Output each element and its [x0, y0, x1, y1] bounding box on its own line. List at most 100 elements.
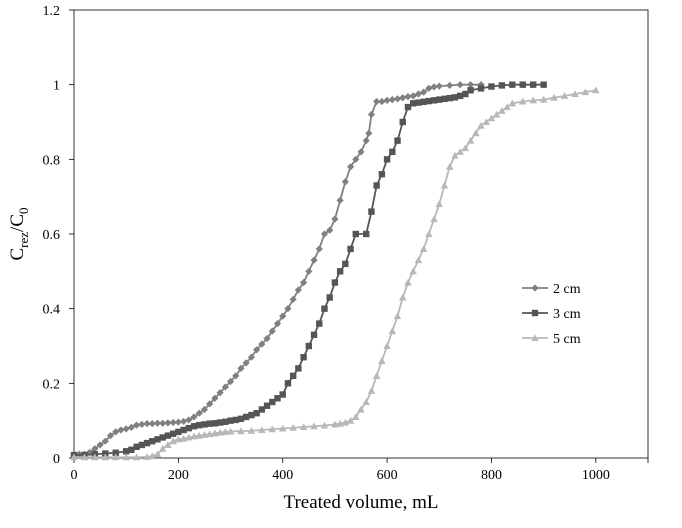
- legend-item: 3 cm: [522, 307, 581, 322]
- y-tick-label: 0: [53, 452, 60, 467]
- data-point-diamond: [112, 428, 120, 436]
- data-point-diamond: [273, 320, 282, 328]
- data-point-triangle: [91, 453, 99, 461]
- y-tick-label: 0.8: [43, 153, 61, 168]
- y-axis-title-sub1: rez: [16, 232, 31, 248]
- data-point-triangle: [237, 427, 245, 435]
- x-tick-label: 600: [377, 468, 398, 483]
- data-point-triangle: [440, 181, 449, 189]
- x-tick-label: 400: [272, 468, 293, 483]
- data-point-triangle: [425, 230, 433, 238]
- data-point-triangle: [268, 425, 277, 433]
- y-tick-label: 0.6: [43, 228, 61, 243]
- data-point-square: [363, 230, 370, 238]
- data-point-diamond: [414, 90, 422, 98]
- data-point-diamond: [294, 286, 302, 294]
- data-point-square: [498, 82, 506, 89]
- data-point-diamond: [200, 405, 209, 414]
- x-tick-label: 200: [168, 468, 189, 483]
- data-point-diamond: [310, 256, 318, 264]
- data-point-diamond: [336, 196, 344, 204]
- y-axis-title: Crez/C0: [7, 207, 31, 260]
- data-point-square: [185, 424, 192, 432]
- data-point-square: [378, 171, 386, 178]
- data-point-diamond: [341, 178, 349, 186]
- y-tick-label: 1: [53, 79, 60, 94]
- data-point-triangle: [419, 245, 428, 252]
- data-point-diamond: [425, 84, 433, 92]
- data-point-diamond: [221, 383, 229, 391]
- data-point-diamond: [430, 83, 438, 91]
- data-point-triangle: [164, 441, 172, 448]
- data-point-triangle: [216, 428, 224, 436]
- data-point-diamond: [305, 267, 313, 275]
- data-point-square: [389, 148, 396, 156]
- data-point-diamond: [122, 425, 130, 433]
- data-point-square: [274, 395, 281, 402]
- data-point-triangle: [372, 372, 381, 379]
- data-point-diamond: [206, 400, 214, 408]
- data-point-diamond: [101, 437, 109, 445]
- legend-label: 2 cm: [553, 282, 581, 297]
- data-point-square: [467, 87, 474, 94]
- data-point-square: [263, 402, 271, 409]
- data-point-triangle: [409, 267, 417, 275]
- data-point-triangle: [362, 398, 371, 406]
- x-tick-label: 800: [481, 468, 502, 483]
- data-point-square: [128, 446, 135, 453]
- data-point-diamond: [138, 420, 146, 428]
- data-point-square: [258, 406, 266, 413]
- y-tick-label: 0.2: [43, 377, 61, 392]
- data-point-triangle: [190, 432, 198, 440]
- data-point-triangle: [531, 334, 539, 342]
- data-point-square: [347, 245, 354, 253]
- data-point-diamond: [226, 377, 235, 386]
- data-point-triangle: [278, 424, 287, 432]
- data-point-triangle: [148, 452, 157, 460]
- data-point-square: [143, 439, 151, 447]
- data-point-triangle: [393, 312, 402, 320]
- data-point-diamond: [86, 448, 94, 456]
- data-point-square: [222, 418, 229, 425]
- data-point-triangle: [550, 93, 558, 101]
- data-point-diamond: [106, 432, 115, 440]
- data-point-square: [509, 81, 516, 88]
- data-point-square: [300, 354, 307, 361]
- data-point-triangle: [132, 453, 141, 461]
- data-point-diamond: [117, 426, 125, 434]
- data-point-triangle: [508, 99, 517, 107]
- data-point-triangle: [378, 357, 386, 364]
- data-point-triangle: [341, 418, 350, 426]
- data-point-square: [227, 417, 234, 424]
- data-point-diamond: [289, 295, 297, 303]
- data-point-triangle: [122, 453, 130, 461]
- data-point-square: [295, 365, 302, 372]
- data-point-triangle: [398, 293, 407, 301]
- data-point-diamond: [268, 327, 276, 335]
- x-tick-label: 0: [71, 468, 78, 483]
- data-point-square: [425, 97, 433, 105]
- data-point-diamond: [127, 423, 135, 431]
- data-point-square: [373, 182, 380, 189]
- data-point-triangle: [456, 148, 464, 155]
- data-point-square: [237, 415, 245, 422]
- legend-label: 3 cm: [553, 307, 581, 322]
- data-point-diamond: [446, 81, 454, 90]
- data-point-diamond: [190, 413, 198, 421]
- data-point-triangle: [529, 96, 537, 104]
- y-axis-title-sub2: 0: [16, 207, 31, 214]
- data-point-diamond: [153, 419, 162, 427]
- data-point-diamond: [531, 284, 539, 292]
- data-point-square: [206, 420, 213, 427]
- data-point-triangle: [247, 426, 256, 434]
- data-point-diamond: [367, 110, 376, 119]
- data-point-diamond: [373, 97, 381, 106]
- data-point-square: [310, 331, 318, 338]
- series-5-cm: [70, 86, 600, 461]
- data-point-square: [430, 97, 438, 104]
- data-point-square: [216, 419, 224, 426]
- y-tick-label: 1.2: [43, 4, 61, 19]
- data-point-triangle: [289, 423, 297, 431]
- data-point-square: [394, 137, 401, 144]
- data-point-triangle: [461, 144, 470, 152]
